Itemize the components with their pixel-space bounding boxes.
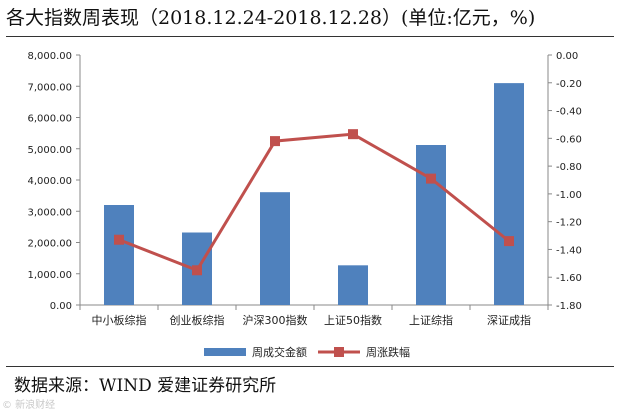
category-label: 深证成指 (487, 313, 531, 327)
line-point-weekly-change (348, 129, 358, 140)
right-tick-label: -0.60 (556, 134, 582, 145)
source-divider (6, 366, 614, 367)
line-point-weekly-change (504, 236, 514, 247)
data-source: 数据来源：WIND 爱建证券研究所 (14, 376, 277, 396)
left-tick-label: 4,000.00 (27, 176, 72, 187)
left-tick-label: 6,000.00 (27, 114, 72, 125)
right-tick-label: -0.40 (556, 107, 582, 118)
right-tick-label: -1.40 (556, 245, 582, 256)
right-tick-label: -0.20 (556, 79, 582, 90)
bar-weekly-turnover (494, 83, 524, 305)
line-point-weekly-change (270, 136, 280, 147)
left-tick-label: 5,000.00 (27, 145, 72, 156)
bar-weekly-turnover (416, 145, 446, 305)
title-divider (6, 36, 614, 37)
line-point-weekly-change (426, 173, 436, 184)
bar-weekly-turnover (338, 265, 368, 305)
left-tick-label: 3,000.00 (27, 207, 72, 218)
category-label: 中小板综指 (92, 313, 147, 327)
line-point-weekly-change (114, 234, 124, 245)
category-label: 创业板综指 (170, 313, 225, 327)
right-tick-label: 0.00 (556, 51, 578, 62)
line-weekly-change (118, 132, 510, 273)
bar-weekly-turnover (260, 192, 290, 305)
left-tick-label: 8,000.00 (27, 51, 72, 62)
category-label: 上证综指 (409, 313, 453, 327)
bar-weekly-turnover (104, 205, 134, 305)
right-tick-label: -1.60 (556, 273, 582, 284)
legend-label-line: 周涨跌幅 (366, 345, 410, 359)
category-label: 沪深300指数 (243, 313, 308, 327)
right-tick-label: -0.80 (556, 162, 582, 173)
right-tick-label: -1.20 (556, 218, 582, 229)
line-point-weekly-change (192, 265, 202, 276)
left-tick-label: 7,000.00 (27, 82, 72, 93)
legend-swatch-bar (204, 348, 246, 356)
right-tick-label: -1.80 (556, 301, 582, 312)
left-tick-label: 2,000.00 (27, 239, 72, 250)
left-tick-label: 0.00 (50, 301, 72, 312)
right-tick-label: -1.00 (556, 190, 582, 201)
category-label: 上证50指数 (324, 313, 382, 327)
watermark: © 新浪财经 (2, 400, 56, 411)
page-title: 各大指数周表现（2018.12.24-2018.12.28）(单位:亿元，%) (6, 7, 536, 29)
legend-label-bar: 周成交金额 (252, 345, 307, 359)
legend-marker-line (334, 347, 344, 357)
left-tick-label: 1,000.00 (27, 270, 72, 281)
